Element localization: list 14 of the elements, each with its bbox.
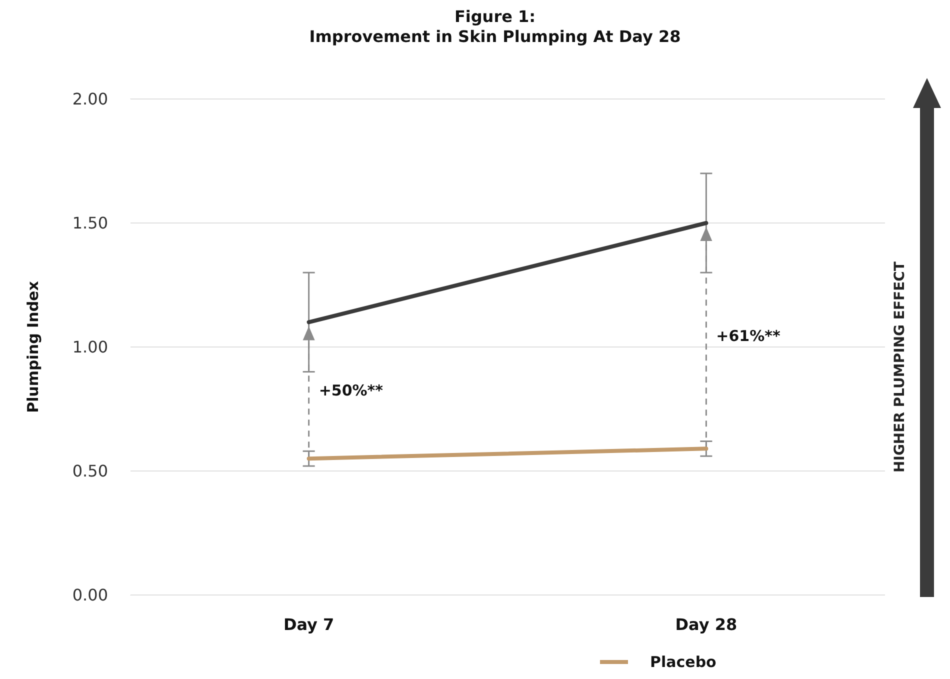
- annotation: +61%**: [716, 327, 780, 346]
- chart-subtitle: Improvement in Skin Plumping At Day 28: [309, 27, 681, 46]
- legend-label: Placebo: [650, 653, 716, 671]
- annotation: +50%**: [318, 382, 384, 400]
- x-tick-label: Day 7: [283, 615, 334, 634]
- y-axis-title: Plumping Index: [24, 280, 42, 413]
- y-tick-label: 0.00: [72, 586, 108, 605]
- y-tick-label: 1.50: [72, 214, 108, 233]
- x-tick-label: Day 28: [675, 615, 738, 634]
- chart-title: Figure 1:: [454, 7, 536, 26]
- y-tick-label: 2.00: [72, 90, 108, 109]
- y-tick-label: 0.50: [72, 462, 108, 481]
- text: HIGHER PLUMPING EFFECT: [892, 261, 908, 472]
- y-tick-label: 1.00: [72, 338, 108, 357]
